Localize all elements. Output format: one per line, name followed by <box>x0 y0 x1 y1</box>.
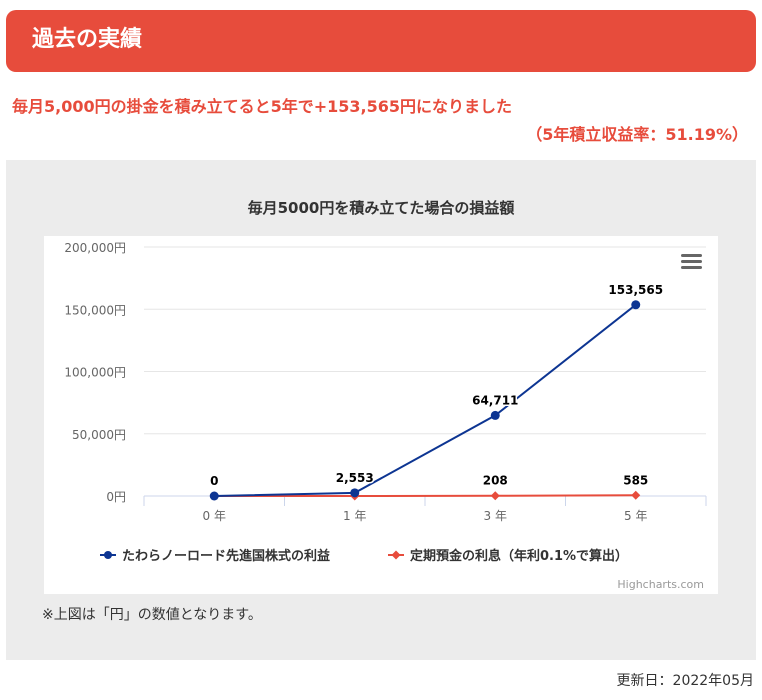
data-label: 208 <box>483 474 508 488</box>
y-tick-label: 200,000円 <box>64 241 126 255</box>
data-label: 64,711 <box>472 393 518 407</box>
x-axis: 0 年 1 年 3 年 5 年 <box>143 495 707 523</box>
section-title: 過去の実績 <box>32 27 143 52</box>
y-tick-label: 0円 <box>106 490 126 504</box>
updated-date: 更新日：2022年05月 <box>616 673 754 689</box>
data-label: 153,565 <box>608 283 663 297</box>
data-label: 585 <box>623 473 648 487</box>
chart-series: 0 2,553 64,711 153,565 208 585 <box>209 281 665 501</box>
data-point <box>631 490 641 500</box>
x-tick-label: 3 年 <box>484 509 507 523</box>
data-point <box>631 300 641 310</box>
y-tick-label: 100,000円 <box>64 366 126 380</box>
x-tick-label: 5 年 <box>624 509 647 523</box>
y-tick-label: 150,000円 <box>64 303 126 317</box>
data-point <box>490 410 500 420</box>
series-line <box>214 304 637 497</box>
summary-rate: （5年積立収益率：51.19%） <box>526 125 748 144</box>
data-label: 0 <box>210 474 218 488</box>
chart-note: ※上図は「円」の数値となります。 <box>42 607 262 623</box>
chart-grid <box>144 246 706 435</box>
series-line <box>214 494 636 497</box>
chart-area <box>44 236 718 594</box>
section-header: 過去の実績 <box>6 10 756 72</box>
summary-text: 毎月5,000円の掛金を積み立てると5年で+153,565円になりました <box>12 97 513 116</box>
data-label: 2,553 <box>336 471 374 485</box>
y-axis: 0円 50,000円 100,000円 150,000円 200,000円 <box>64 241 126 504</box>
chart-legend: たわらノーロード先進国株式の利益 定期預金の利息（年利0.1%で算出） <box>100 548 628 564</box>
data-point <box>490 491 500 501</box>
data-point <box>350 488 360 498</box>
data-point <box>209 491 219 501</box>
x-tick-label: 0 年 <box>203 509 226 523</box>
legend-label: たわらノーロード先進国株式の利益 <box>122 548 330 564</box>
legend-marker <box>391 550 401 560</box>
legend-marker <box>104 551 112 559</box>
menu-icon[interactable] <box>681 254 702 269</box>
legend-label: 定期預金の利息（年利0.1%で算出） <box>409 548 628 564</box>
chart-credit[interactable]: Highcharts.com <box>617 578 704 591</box>
x-tick-label: 1 年 <box>343 509 366 523</box>
chart-title: 毎月5000円を積み立てた場合の損益額 <box>247 199 515 217</box>
y-tick-label: 50,000円 <box>72 428 126 442</box>
